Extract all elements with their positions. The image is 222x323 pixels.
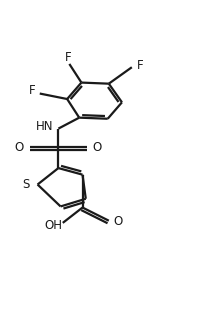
Text: F: F: [65, 51, 71, 64]
Text: S: S: [22, 178, 30, 191]
Text: O: O: [93, 141, 102, 154]
Text: O: O: [113, 215, 122, 228]
Text: OH: OH: [44, 219, 62, 232]
Text: F: F: [29, 84, 36, 98]
Text: O: O: [15, 141, 24, 154]
Text: F: F: [137, 59, 144, 72]
Text: HN: HN: [35, 120, 53, 133]
